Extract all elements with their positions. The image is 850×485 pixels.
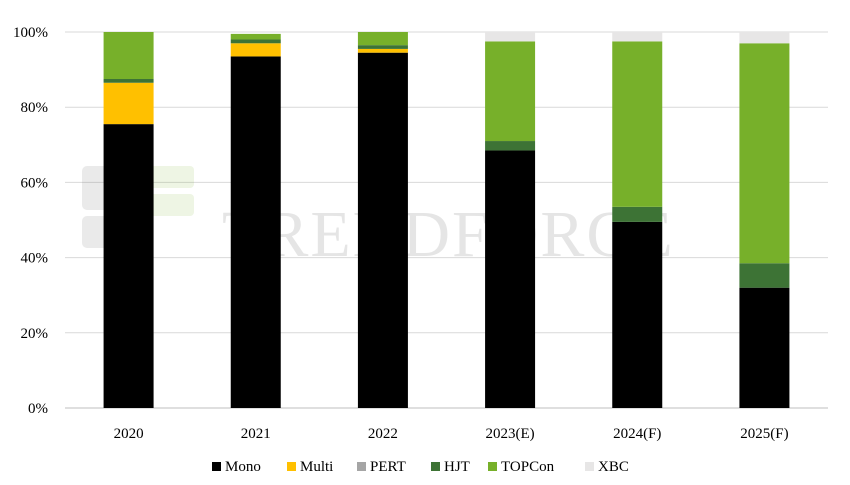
bar-segment-mono [739, 287, 790, 408]
y-tick-label: 20% [21, 326, 49, 342]
x-tick-label: 2021 [241, 426, 271, 442]
bar-segment-xbc [739, 32, 790, 44]
bar-segment-hjt [103, 79, 154, 83]
bar-segment-hjt [739, 263, 790, 288]
bar-segment-multi [357, 48, 408, 53]
y-tick-label: 60% [21, 175, 49, 191]
bar-segment-mono [103, 124, 154, 409]
bar-segment-hjt [357, 45, 408, 49]
bar-segment-mono [357, 52, 408, 409]
legend-swatch-pert [357, 462, 366, 471]
watermark-text: TRENDFORCE [222, 198, 675, 271]
x-tick-label: 2020 [114, 426, 144, 442]
x-tick-label: 2023(E) [486, 426, 535, 442]
legend-label-hjt: HJT [444, 459, 470, 475]
bar-segment-xbc [612, 32, 663, 42]
bar-segment-xbc [485, 32, 536, 42]
axes: 0% 20% 40% 60% 80% 100% 2020 2021 2022 2023(E) 202… [13, 25, 828, 442]
bar-segment-hjt [485, 141, 536, 151]
bar-segment-topcon [230, 33, 281, 40]
legend-label-topcon: TOPCon [501, 459, 555, 475]
bar-segment-multi [230, 43, 281, 57]
legend-label-pert: PERT [370, 459, 406, 475]
bar-segment-topcon [739, 43, 790, 264]
legend-swatch-topcon [488, 462, 497, 471]
bar-segment-topcon [485, 41, 536, 142]
y-tick-label: 0% [28, 401, 48, 417]
y-tick-label: 40% [21, 251, 49, 267]
legend-swatch-mono [212, 462, 221, 471]
gridlines [65, 31, 828, 334]
y-tick-label: 100% [13, 25, 48, 41]
bar-segment-topcon [103, 32, 154, 79]
legend-swatch-xbc [585, 462, 594, 471]
legend-swatch-multi [287, 462, 296, 471]
legend-label-xbc: XBC [598, 459, 629, 475]
legend-label-mono: Mono [225, 459, 261, 475]
x-tick-label: 2022 [368, 426, 398, 442]
bar-segment-hjt [612, 206, 663, 222]
x-tick-label: 2025(F) [740, 426, 788, 442]
legend-label-multi: Multi [300, 459, 333, 475]
bar-segment-topcon [357, 32, 408, 46]
bar-segment-mono [485, 150, 536, 408]
bar-segment-mono [230, 56, 281, 408]
bar-segment-topcon [612, 41, 663, 207]
bar-segment-hjt [230, 39, 281, 44]
watermark: TRENDFORCE [82, 166, 675, 271]
bars [103, 32, 790, 409]
legend: Mono Multi PERT HJT TOPCon XBC [212, 459, 629, 475]
bar-segment-multi [103, 82, 154, 125]
x-tick-label: 2024(F) [613, 426, 661, 442]
y-tick-label: 80% [21, 100, 49, 116]
bar-segment-mono [612, 221, 663, 408]
legend-swatch-hjt [431, 462, 440, 471]
